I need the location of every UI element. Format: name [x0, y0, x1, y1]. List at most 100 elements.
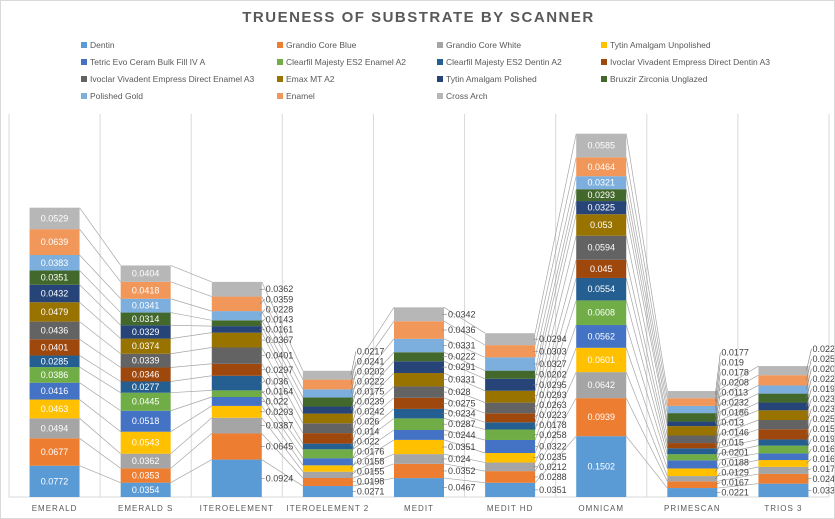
series-line	[79, 418, 121, 454]
data-label: 0.0254	[812, 354, 835, 364]
series-line	[352, 463, 395, 479]
legend-swatch	[81, 58, 87, 65]
bar-segment	[485, 471, 536, 483]
data-label: 0.053	[590, 220, 613, 230]
bar-segment	[394, 397, 444, 409]
label-leader-line	[533, 394, 539, 397]
bar-segment	[302, 443, 353, 450]
data-label: 0.0277	[132, 382, 160, 392]
data-label: 0.0225	[812, 344, 835, 354]
bar-segment	[485, 402, 536, 414]
series-line	[717, 419, 759, 436]
series-line	[443, 463, 486, 472]
bar-segment	[485, 422, 536, 430]
legend-item: Grandio Core Blue	[277, 38, 437, 51]
bar-segment	[394, 361, 444, 374]
data-label: 0.0772	[41, 476, 69, 486]
data-label: 0.025	[812, 414, 835, 424]
bar-segment	[120, 381, 171, 393]
data-label: 0.0939	[587, 412, 615, 422]
data-label: 0.0322	[539, 441, 567, 451]
label-leader-line	[259, 391, 265, 394]
bar-segment	[29, 438, 80, 466]
label-leader-line	[715, 372, 721, 410]
bar-segment	[211, 433, 262, 460]
legend: Dentin Grandio Core Blue Grandio Core Whit…	[81, 38, 831, 102]
bar-segment	[394, 307, 444, 322]
data-label: 0.0351	[41, 273, 69, 283]
data-label: 0.0202	[539, 370, 567, 380]
bar-segment	[302, 389, 353, 398]
bar-segment	[576, 372, 627, 399]
bar-segment	[29, 465, 80, 497]
bar-segment	[302, 486, 353, 497]
data-label: 0.0601	[587, 355, 615, 365]
series-line	[717, 428, 759, 444]
bar-segment	[394, 454, 444, 464]
data-label: 0.0467	[448, 483, 476, 493]
bar-segment	[576, 347, 627, 373]
bar-segment	[758, 453, 809, 461]
bar-segment	[394, 430, 444, 440]
data-label: 0.0329	[132, 327, 160, 337]
data-label: 0.0362	[266, 284, 294, 294]
series-line	[625, 324, 668, 461]
series-line	[534, 157, 577, 346]
data-label: 0.0331	[448, 375, 476, 385]
series-line	[443, 372, 486, 392]
series-line	[534, 235, 577, 403]
label-leader-line	[715, 382, 721, 418]
label-leader-line	[259, 319, 265, 324]
series-line	[79, 284, 121, 326]
label-leader-line	[715, 482, 721, 485]
bar-segment	[667, 426, 718, 436]
data-label: 0.014	[357, 427, 380, 437]
label-leader-line	[350, 471, 357, 476]
data-label: 0.1502	[587, 462, 615, 472]
bar-segment	[29, 399, 80, 419]
data-label: 0.0387	[266, 421, 294, 431]
legend-item: Tytin Amalgam Unpolished	[601, 38, 825, 51]
series-line	[717, 483, 759, 489]
label-leader-line	[715, 402, 721, 431]
series-line	[170, 332, 212, 339]
legend-item: Clearfil Majesty ES2 Dentin A2	[437, 55, 601, 68]
series-line	[443, 453, 486, 463]
data-label: 0.0297	[266, 365, 294, 375]
data-label: 0.0432	[41, 288, 69, 298]
series-line	[261, 320, 304, 398]
bar-segment	[576, 133, 627, 158]
data-label: 0.0167	[721, 478, 749, 488]
bar-segment	[394, 338, 444, 353]
bar-segment	[120, 482, 171, 497]
data-label: 0.0677	[41, 447, 69, 457]
data-label: 0.0143	[266, 314, 294, 324]
bar-segment	[302, 406, 353, 414]
data-label: 0.045	[590, 264, 613, 274]
bar-segment	[120, 281, 171, 299]
data-label: 0.0193	[812, 434, 835, 444]
data-label: 0.0275	[448, 398, 476, 408]
series-line	[170, 298, 212, 312]
series-line	[443, 320, 486, 346]
series-line	[352, 320, 395, 380]
bar-segment	[758, 445, 809, 454]
series-line	[534, 200, 577, 379]
data-label: 0.0543	[132, 438, 160, 448]
label-leader-line	[806, 368, 812, 390]
bar-segment	[576, 325, 627, 348]
data-label: 0.0258	[539, 430, 567, 440]
data-label: 0.0362	[132, 456, 160, 466]
bar-segment	[302, 397, 353, 407]
bar-segment	[302, 433, 353, 444]
bar-segment	[120, 312, 171, 326]
bar-segment	[758, 375, 809, 386]
data-label: 0.0239	[812, 394, 835, 404]
data-label: 0.0339	[132, 356, 160, 366]
label-leader-line	[806, 398, 812, 416]
data-label: 0.0418	[132, 285, 160, 295]
bar-segment	[485, 357, 536, 371]
legend-label: Grandio Core Blue	[286, 39, 357, 50]
bar-segment	[211, 347, 262, 364]
series-line	[717, 385, 759, 407]
